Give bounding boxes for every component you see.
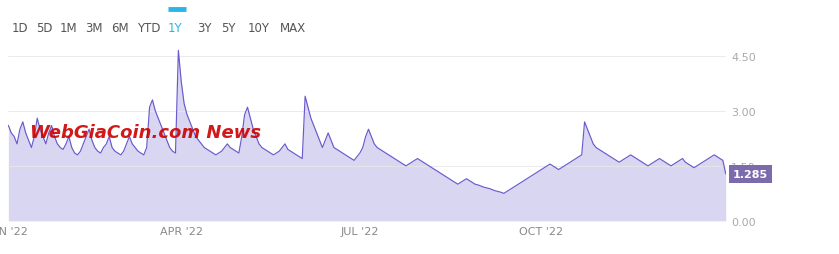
- Text: 1Y: 1Y: [168, 22, 182, 35]
- Text: 5D: 5D: [35, 22, 52, 35]
- Text: YTD: YTD: [137, 22, 160, 35]
- Text: 1M: 1M: [60, 22, 77, 35]
- Text: 3Y: 3Y: [197, 22, 211, 35]
- Text: 1D: 1D: [12, 22, 29, 35]
- Text: 10Y: 10Y: [248, 22, 269, 35]
- Text: 5Y: 5Y: [221, 22, 236, 35]
- Text: MAX: MAX: [279, 22, 305, 35]
- Text: 3M: 3M: [85, 22, 102, 35]
- Text: 6M: 6M: [111, 22, 128, 35]
- Text: WebGiaCoin.com News: WebGiaCoin.com News: [30, 123, 261, 141]
- Text: 1.285: 1.285: [732, 169, 768, 179]
